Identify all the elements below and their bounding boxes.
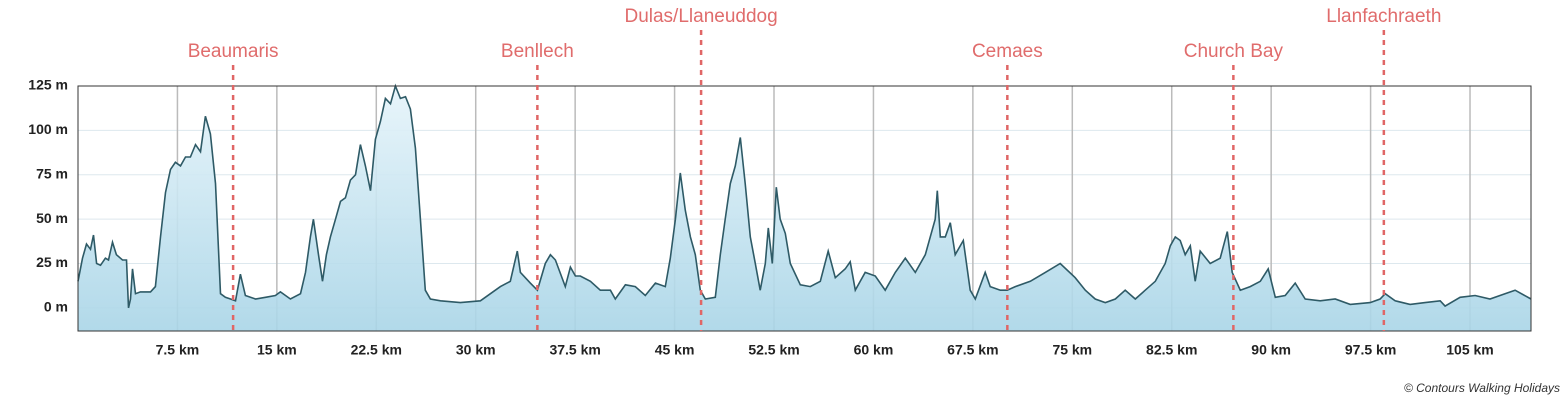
plot-border	[77, 85, 1532, 332]
elevation-area	[78, 86, 1531, 331]
waypoint-label: Church Bay	[1184, 41, 1284, 62]
x-tick-label: 75 km	[1052, 342, 1092, 358]
y-tick-label: 100 m	[28, 121, 68, 137]
x-tick-label: 105 km	[1446, 342, 1493, 358]
waypoint-label: Llanfachraeth	[1326, 6, 1441, 27]
elevation-line	[77, 83, 1532, 309]
x-tick-label: 15 km	[257, 342, 297, 358]
y-tick-label: 0 m	[44, 299, 68, 315]
x-tick-label: 67.5 km	[947, 342, 998, 358]
x-tick-label: 45 km	[655, 342, 695, 358]
x-tick-label: 30 km	[456, 342, 496, 358]
x-tick-label: 52.5 km	[748, 342, 799, 358]
waypoint-label: Dulas/Llaneuddog	[624, 6, 777, 27]
x-tick-label: 60 km	[854, 342, 894, 358]
x-tick-label: 37.5 km	[549, 342, 600, 358]
y-tick-label: 125 m	[28, 77, 68, 93]
x-tick-label: 82.5 km	[1146, 342, 1197, 358]
waypoint-label: Beaumaris	[188, 41, 279, 62]
x-tick-label: 97.5 km	[1345, 342, 1396, 358]
copyright: © Contours Walking Holidays	[1404, 381, 1560, 395]
x-tick-label: 7.5 km	[156, 342, 200, 358]
y-tick-label: 50 m	[36, 210, 68, 226]
x-tick-label: 90 km	[1251, 342, 1291, 358]
waypoint-label: Cemaes	[972, 41, 1043, 62]
y-tick-label: 25 m	[36, 254, 68, 270]
y-tick-label: 75 m	[36, 165, 68, 181]
x-tick-label: 22.5 km	[351, 342, 402, 358]
waypoint-label: Benllech	[501, 41, 574, 62]
